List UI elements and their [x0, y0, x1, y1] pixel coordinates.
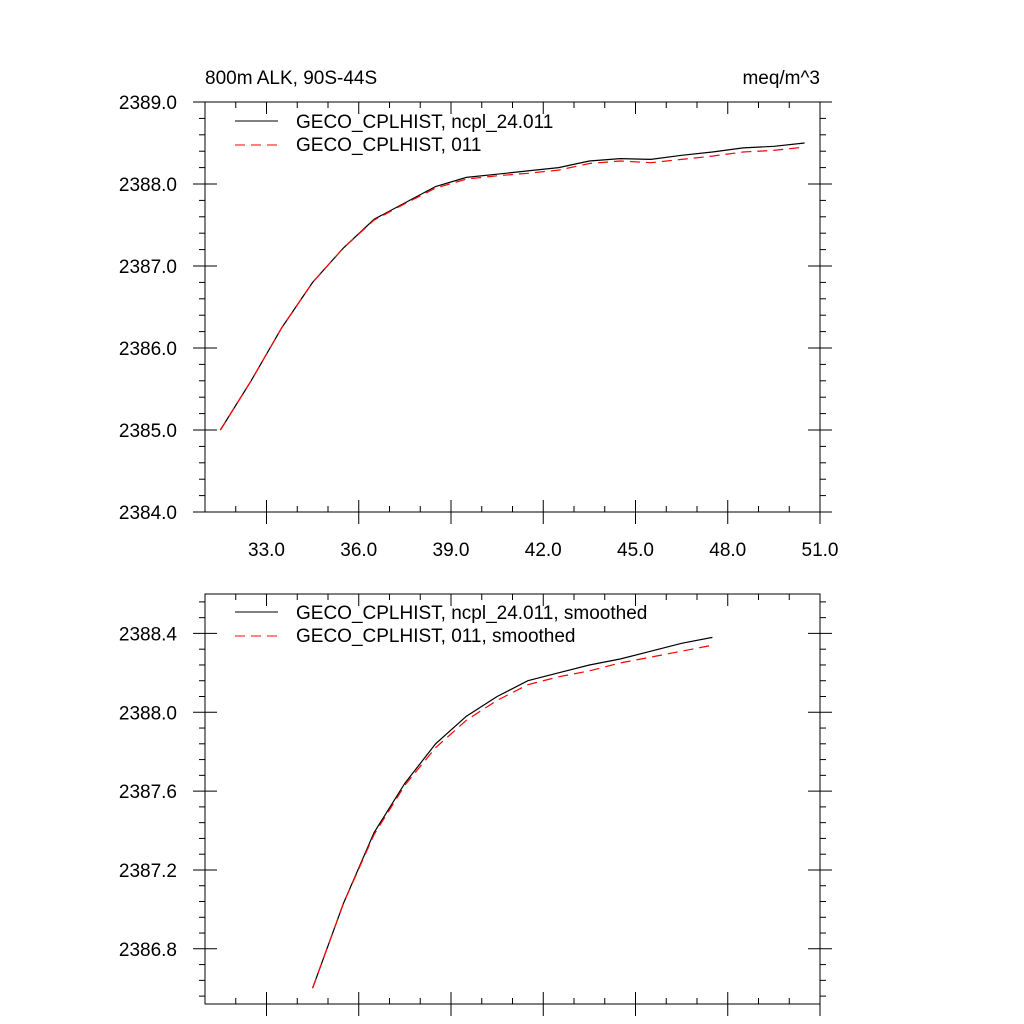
legend: GECO_CPLHIST, ncpl_24.011, smoothed GECO… [235, 603, 647, 647]
y-tick-label: 2388.4 [119, 624, 178, 645]
legend-label-ncpl: GECO_CPLHIST, ncpl_24.011 [296, 112, 553, 133]
axis-ticks: 2386.8 2387.2 2387.6 2388.0 2388.4 [119, 594, 832, 1016]
y-tick-label: 2388.0 [119, 175, 177, 196]
y-tick-label: 2389.0 [119, 93, 177, 114]
chart-title: 800m ALK, 90S-44S [205, 68, 377, 89]
series-group [219, 142, 805, 431]
x-tick-label: 36.0 [340, 540, 377, 561]
y-tick-label: 2387.0 [119, 257, 177, 278]
x-tick-label: 42.0 [525, 540, 562, 561]
legend-label-011: GECO_CPLHIST, 011 [296, 135, 482, 156]
series-line-011 [219, 146, 805, 431]
y-tick-label: 2386.0 [119, 339, 177, 360]
series-line-ncpl [312, 636, 713, 989]
x-tick-label: 39.0 [433, 540, 470, 561]
y-tick-label: 2385.0 [119, 421, 177, 442]
y-tick-label: 2387.2 [119, 861, 177, 882]
y-tick-label: 2386.8 [119, 940, 177, 961]
x-tick-label: 33.0 [248, 540, 285, 561]
axis-ticks: 33.0 36.0 39.0 42.0 45.0 48.0 51.0 2384.0 2385.0… [119, 93, 839, 561]
bottom-panel: 2386.8 2387.2 2387.6 2388.0 2388.4 GECO_CPLH… [119, 593, 832, 1016]
series-line-011 [312, 644, 713, 989]
units-label: meq/m^3 [742, 68, 820, 89]
x-tick-label: 51.0 [802, 540, 839, 561]
plot-frame [204, 101, 821, 513]
x-tick-label: 45.0 [617, 540, 654, 561]
legend-label-011-smoothed: GECO_CPLHIST, 011, smoothed [296, 626, 576, 647]
y-tick-label: 2387.6 [119, 782, 177, 803]
legend: GECO_CPLHIST, ncpl_24.011 GECO_CPLHIST, … [235, 112, 553, 156]
y-tick-label: 2384.0 [119, 503, 177, 524]
top-panel: 800m ALK, 90S-44S meq/m^3 33.0 36.0 39.0 42… [119, 68, 839, 561]
x-tick-label: 48.0 [709, 540, 746, 561]
plot-frame [204, 593, 821, 1005]
series-line-ncpl [219, 142, 805, 431]
series-group [312, 636, 713, 989]
y-tick-label: 2388.0 [119, 703, 177, 724]
legend-label-ncpl-smoothed: GECO_CPLHIST, ncpl_24.011, smoothed [296, 603, 647, 624]
